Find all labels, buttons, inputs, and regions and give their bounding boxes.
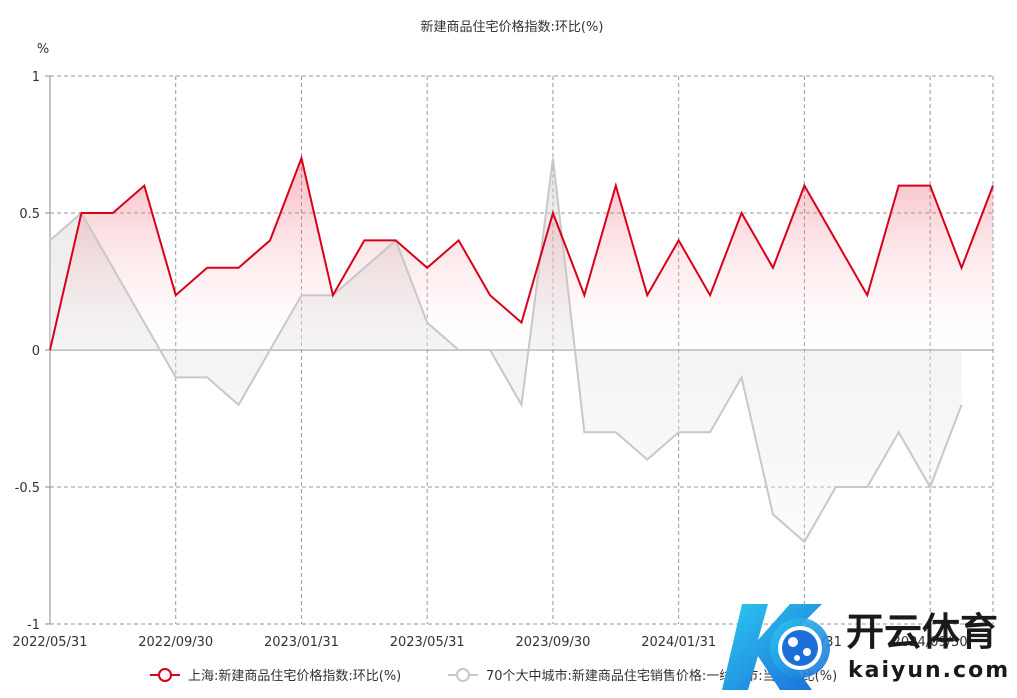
legend-circle-marker [456, 668, 470, 682]
x-tick-label: 2023/01/31 [264, 635, 339, 650]
x-tick-label: 2024/01/31 [641, 635, 716, 650]
series-lines [49, 154, 994, 544]
k-ball-logo-icon [722, 604, 830, 690]
y-tick-labels: 1 0.5 0 -0.5 -1 [15, 70, 40, 633]
y-tick-label: 1 [32, 70, 40, 85]
y-tick-label: 0.5 [19, 207, 40, 222]
legend-circle-marker [158, 668, 172, 682]
x-tick-label: 2023/09/30 [515, 635, 590, 650]
y-tick-label: -0.5 [15, 481, 40, 496]
y-tick-label: -1 [27, 618, 40, 633]
x-tick-label: 2022/09/30 [138, 635, 213, 650]
x-tick-label: 2022/05/31 [13, 635, 88, 650]
series-areas [50, 158, 993, 542]
legend-label: 上海:新建商品住宅价格指数:环比(%) [188, 668, 401, 684]
series-area-0 [50, 158, 993, 350]
legend-item-0[interactable]: 上海:新建商品住宅价格指数:环比(%) [150, 668, 401, 684]
series-line-0[interactable] [49, 154, 994, 351]
watermark-cn-text: 开云体育 [846, 610, 998, 654]
watermark-en-text: kaiyun.com [848, 658, 1010, 683]
x-tick-label: 2024/09/30 [893, 635, 968, 650]
chart-title: 新建商品住宅价格指数:环比(%) [421, 19, 604, 35]
watermark-logo: 开云体育 kaiyun.com [722, 604, 1010, 690]
y-tick-label: 0 [32, 344, 40, 359]
series-line-1[interactable] [49, 158, 963, 544]
x-tick-label: 2023/05/31 [390, 635, 465, 650]
y-axis-unit: % [37, 42, 49, 57]
